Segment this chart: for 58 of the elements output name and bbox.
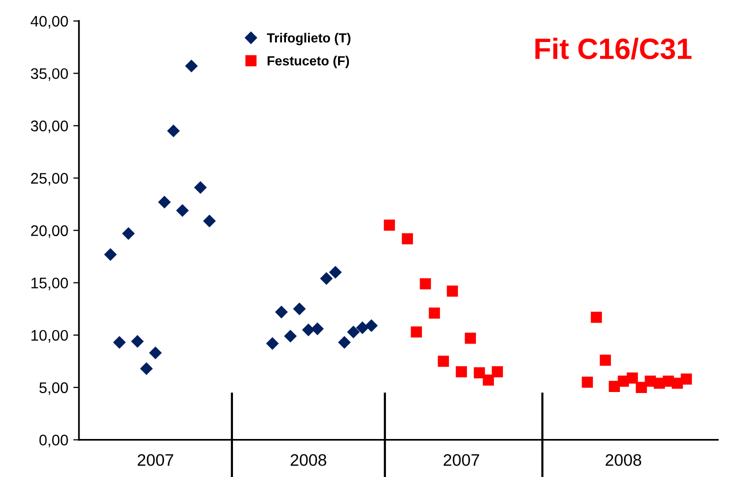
x-tick-label: 2007	[444, 454, 480, 466]
point	[338, 336, 351, 349]
point	[284, 330, 297, 343]
y-tick-label: 30,00	[30, 120, 68, 134]
point	[356, 321, 369, 334]
point	[302, 323, 315, 336]
point	[149, 346, 162, 360]
point	[446, 286, 458, 297]
y-tick-label: 15,00	[31, 278, 68, 290]
x-tick-label: 2008	[290, 454, 326, 466]
point	[266, 337, 279, 350]
point	[140, 362, 153, 375]
point	[113, 336, 126, 349]
point	[456, 366, 467, 378]
point	[636, 382, 647, 393]
point	[311, 322, 324, 336]
chart-title: Fit C16/C31	[535, 38, 692, 60]
point	[122, 227, 135, 240]
legend-label: Festuceto (F)	[268, 56, 349, 68]
y-tick-label: 0,00	[39, 434, 68, 448]
legend-label: Trifoglieto (T)	[266, 32, 350, 46]
point	[464, 332, 476, 344]
point	[626, 372, 638, 384]
point	[482, 374, 494, 386]
point	[438, 356, 449, 367]
point	[590, 312, 602, 323]
y-tick-label: 10,00	[31, 330, 68, 343]
point	[131, 334, 144, 348]
point	[104, 248, 117, 261]
point	[474, 367, 485, 378]
point	[194, 181, 207, 194]
point	[203, 214, 216, 228]
point	[384, 220, 395, 231]
y-tick-label: 40,00	[30, 16, 68, 28]
point	[275, 306, 288, 318]
y-tick-label: 20,00	[31, 225, 68, 238]
point	[329, 266, 342, 279]
x-tick-label: 2008	[606, 454, 642, 466]
point	[365, 319, 378, 332]
x-tick-label: 2007	[138, 454, 174, 466]
point	[600, 354, 611, 366]
y-tick-label: 35,00	[30, 68, 68, 81]
point	[167, 124, 180, 138]
point	[176, 204, 189, 217]
y-tick-label: 25,00	[31, 172, 68, 186]
point	[320, 272, 333, 285]
point	[582, 376, 593, 388]
point	[420, 278, 431, 290]
point	[402, 233, 413, 244]
point	[347, 326, 360, 338]
point	[428, 308, 440, 319]
point	[680, 374, 692, 385]
point	[185, 60, 198, 72]
point	[293, 302, 306, 316]
point	[158, 196, 171, 209]
point	[410, 326, 422, 338]
y-tick-label: 5,00	[39, 382, 68, 395]
point	[492, 366, 503, 378]
